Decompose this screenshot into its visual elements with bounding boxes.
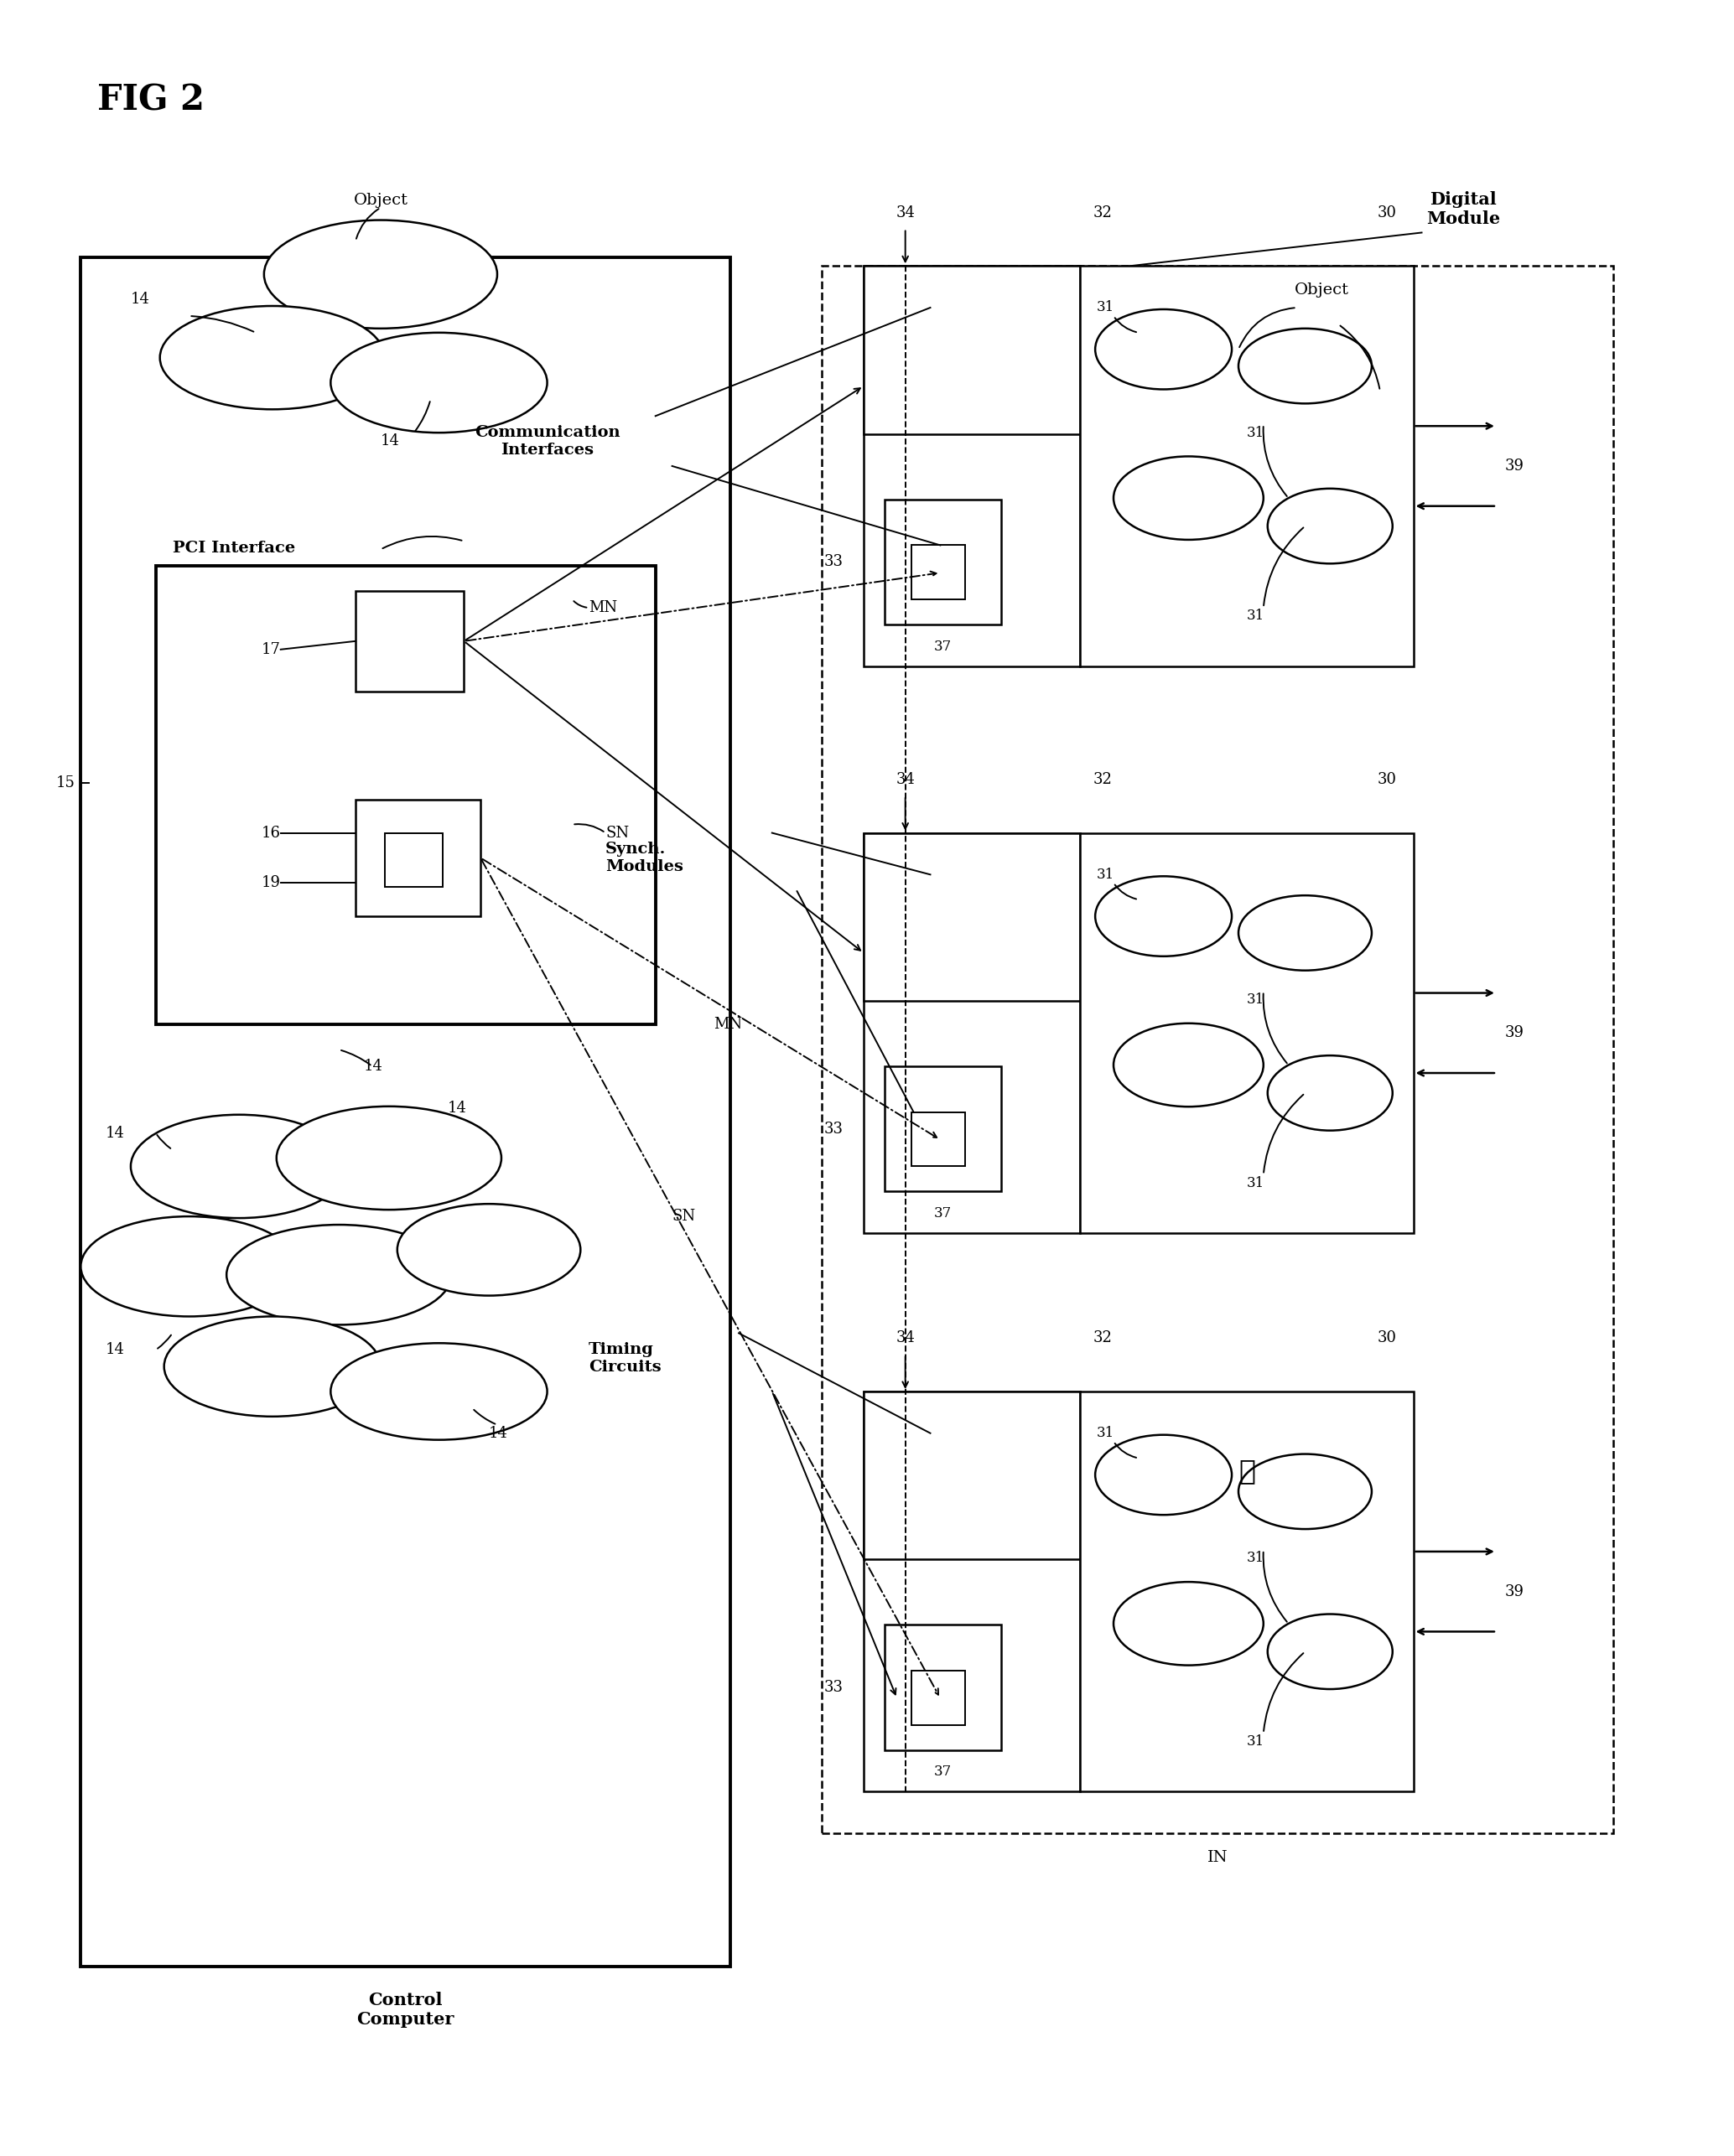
Text: 15: 15 [55,776,75,791]
Text: 14: 14 [106,1125,125,1141]
Bar [910,1112,966,1166]
Text: 39: 39 [1505,1026,1524,1041]
Text: 31: 31 [1247,1550,1264,1565]
Ellipse shape [1238,1453,1372,1529]
Text: 32: 32 [1092,772,1111,787]
Text: 33: 33 [824,1680,843,1695]
Ellipse shape [1268,489,1392,563]
Ellipse shape [1096,1436,1231,1516]
Ellipse shape [130,1115,347,1218]
Bar [884,1626,1001,1751]
Text: SN: SN [605,826,629,841]
Ellipse shape [264,220,498,328]
Text: 14: 14 [380,433,401,448]
Text: Timing
Circuits: Timing Circuits [590,1341,661,1373]
Text: 31: 31 [1098,1425,1115,1440]
Ellipse shape [1096,875,1231,957]
Bar [864,265,1080,666]
Ellipse shape [1096,308,1231,390]
Bar [864,1391,1080,1792]
Ellipse shape [1113,1024,1264,1106]
Text: 34: 34 [896,205,916,220]
Text: 14: 14 [130,291,149,306]
Text: 30: 30 [1377,205,1396,220]
Text: MN: MN [714,1018,742,1033]
Text: 31: 31 [1247,1175,1264,1190]
Ellipse shape [1268,1615,1392,1688]
Ellipse shape [1238,328,1372,403]
Text: 30: 30 [1377,1330,1396,1345]
Text: 30: 30 [1377,772,1396,787]
Ellipse shape [331,332,548,433]
Ellipse shape [276,1106,501,1210]
Text: 31: 31 [1247,1736,1264,1749]
Ellipse shape [1113,1583,1264,1664]
Bar [81,257,730,1966]
Text: Object: Object [354,192,407,207]
Ellipse shape [1238,895,1372,970]
Text: 37: 37 [935,1207,952,1220]
Bar [1080,832,1413,1233]
Text: 31: 31 [1247,608,1264,623]
Bar [864,265,1080,433]
Text: 31: 31 [1247,425,1264,440]
Text: 34: 34 [896,1330,916,1345]
Bar [1080,1391,1413,1792]
Ellipse shape [397,1203,581,1296]
Bar [355,800,480,916]
Ellipse shape [331,1343,548,1440]
Bar [864,832,1080,1000]
Bar [1080,265,1413,666]
Bar [864,1391,1080,1559]
Ellipse shape [227,1225,451,1324]
Bar [156,567,655,1024]
Text: Digital
Module: Digital Module [1427,192,1500,226]
Text: MN: MN [590,599,617,614]
Ellipse shape [1268,1056,1392,1130]
Text: 37: 37 [935,1766,952,1779]
Text: 37: 37 [935,640,952,653]
Bar [822,265,1613,1833]
Text: 14: 14 [106,1343,125,1358]
Text: Object: Object [1295,282,1349,298]
Text: ⋯: ⋯ [1238,1457,1255,1485]
Bar [910,545,966,599]
Bar [910,1671,966,1725]
Text: Communication
Interfaces: Communication Interfaces [475,425,621,457]
Text: 14: 14 [364,1059,383,1074]
Text: 32: 32 [1092,1330,1111,1345]
Ellipse shape [160,306,385,410]
Text: 31: 31 [1098,300,1115,315]
Text: 33: 33 [824,1121,843,1136]
Text: FIG 2: FIG 2 [97,82,205,119]
Text: 32: 32 [1092,205,1111,220]
Text: 14: 14 [489,1425,508,1440]
Bar [884,500,1001,625]
Text: Control
Computer: Control Computer [357,1992,454,2029]
Ellipse shape [165,1317,380,1416]
Text: 19: 19 [262,875,281,890]
Text: SN: SN [673,1210,695,1225]
Text: Synch.
Modules: Synch. Modules [605,841,683,873]
Text: 31: 31 [1098,867,1115,882]
Bar [864,832,1080,1233]
Ellipse shape [81,1216,297,1317]
Text: 33: 33 [824,554,843,569]
Ellipse shape [1113,457,1264,539]
Text: 34: 34 [896,772,916,787]
Text: PCI Interface: PCI Interface [172,541,295,556]
Bar [884,1067,1001,1192]
Text: 14: 14 [447,1100,466,1115]
Text: 39: 39 [1505,459,1524,474]
Text: 17: 17 [262,642,281,658]
Text: IN: IN [1207,1850,1228,1865]
Text: 31: 31 [1247,992,1264,1007]
Bar [355,591,465,692]
Text: 39: 39 [1505,1585,1524,1600]
Bar [385,832,444,886]
Text: 16: 16 [262,826,281,841]
